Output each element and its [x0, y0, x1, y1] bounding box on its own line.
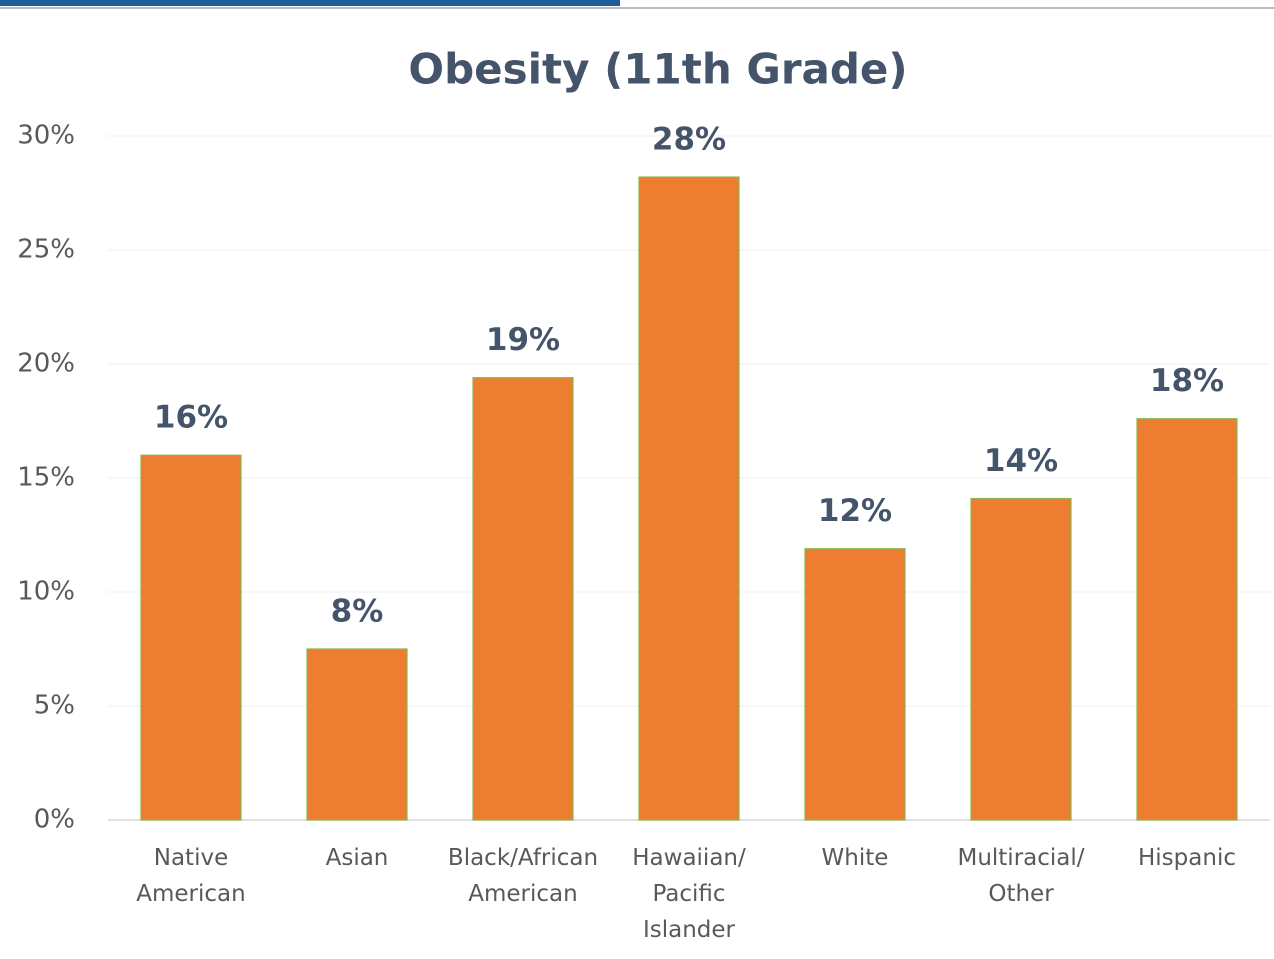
x-tick-label-line: Black/African [448, 845, 598, 871]
value-label: 12% [818, 493, 892, 529]
x-tick-label-line: Hispanic [1138, 845, 1236, 871]
x-tick-label: Native American [136, 845, 245, 907]
x-tick-label: Hawaiian/Pacific Islander [632, 845, 746, 943]
x-tick-label-line: White [822, 845, 889, 871]
header-fragment [0, 0, 620, 6]
bar [306, 648, 408, 821]
y-tick-label: 20% [17, 349, 75, 379]
value-label: 16% [154, 400, 228, 436]
bar [140, 454, 242, 821]
y-tick-label: 10% [17, 577, 75, 607]
x-tick-label-line: Pacific [652, 881, 725, 907]
chart-title: Obesity (11th Grade) [408, 45, 907, 94]
bar [472, 377, 574, 821]
y-tick-label: 5% [34, 691, 75, 721]
x-tick-label-line: American [136, 881, 245, 907]
y-tick-label: 15% [17, 463, 75, 493]
value-label: 18% [1150, 363, 1224, 399]
value-label: 8% [331, 594, 384, 630]
x-tick-label: White [822, 845, 889, 871]
x-tick-label-line: Native [154, 845, 228, 871]
x-tick-label-line: Asian [326, 845, 389, 871]
x-tick-label-line: Islander [643, 917, 736, 943]
y-tick-label: 0% [34, 805, 75, 835]
value-label: 19% [486, 322, 560, 358]
x-tick-label-line: Other [988, 881, 1054, 907]
value-label: 14% [984, 443, 1058, 479]
bar [804, 548, 906, 821]
x-tick-label-line: Hawaiian/ [632, 845, 746, 871]
y-tick-label: 25% [17, 235, 75, 265]
value-label: 28% [652, 122, 726, 158]
x-tick-label: Black/African American [448, 845, 598, 907]
bar [638, 176, 740, 821]
x-tick-label-line: American [468, 881, 577, 907]
bar [1136, 418, 1238, 821]
x-tick-label: Hispanic [1138, 845, 1236, 871]
x-tick-label-line: Multiracial/ [957, 845, 1084, 871]
x-tick-label: Asian [326, 845, 389, 871]
y-tick-label: 30% [17, 121, 75, 151]
bar [970, 497, 1072, 821]
x-tick-label: Multiracial/Other [957, 845, 1084, 907]
